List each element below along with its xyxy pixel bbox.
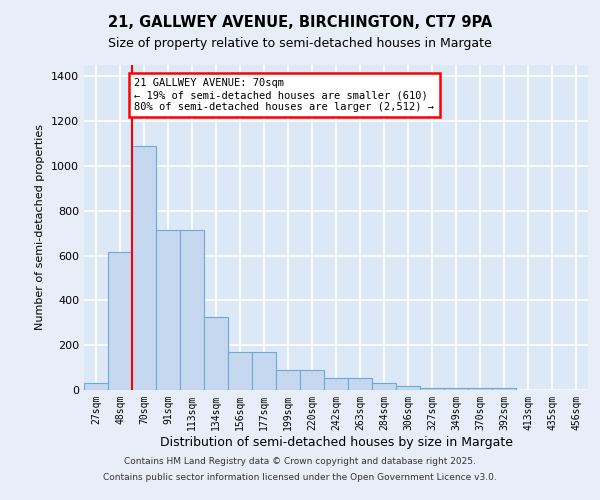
Bar — [108, 252, 132, 390]
Bar — [324, 378, 348, 390]
Bar — [468, 388, 492, 390]
X-axis label: Distribution of semi-detached houses by size in Margate: Distribution of semi-detached houses by … — [160, 436, 512, 448]
Bar — [348, 378, 372, 390]
Bar — [84, 384, 108, 390]
Text: Contains HM Land Registry data © Crown copyright and database right 2025.: Contains HM Land Registry data © Crown c… — [124, 458, 476, 466]
Bar — [492, 388, 516, 390]
Bar — [132, 146, 156, 390]
Text: Size of property relative to semi-detached houses in Margate: Size of property relative to semi-detach… — [108, 38, 492, 51]
Bar — [420, 388, 444, 390]
Bar — [276, 370, 300, 390]
Bar — [180, 230, 204, 390]
Bar — [444, 388, 468, 390]
Text: 21 GALLWEY AVENUE: 70sqm
← 19% of semi-detached houses are smaller (610)
80% of : 21 GALLWEY AVENUE: 70sqm ← 19% of semi-d… — [134, 78, 434, 112]
Text: Contains public sector information licensed under the Open Government Licence v3: Contains public sector information licen… — [103, 472, 497, 482]
Bar — [228, 352, 252, 390]
Bar — [396, 386, 420, 390]
Y-axis label: Number of semi-detached properties: Number of semi-detached properties — [35, 124, 46, 330]
Bar — [372, 384, 396, 390]
Bar — [204, 317, 228, 390]
Text: 21, GALLWEY AVENUE, BIRCHINGTON, CT7 9PA: 21, GALLWEY AVENUE, BIRCHINGTON, CT7 9PA — [108, 15, 492, 30]
Bar — [300, 370, 324, 390]
Bar — [156, 230, 180, 390]
Bar — [252, 352, 276, 390]
